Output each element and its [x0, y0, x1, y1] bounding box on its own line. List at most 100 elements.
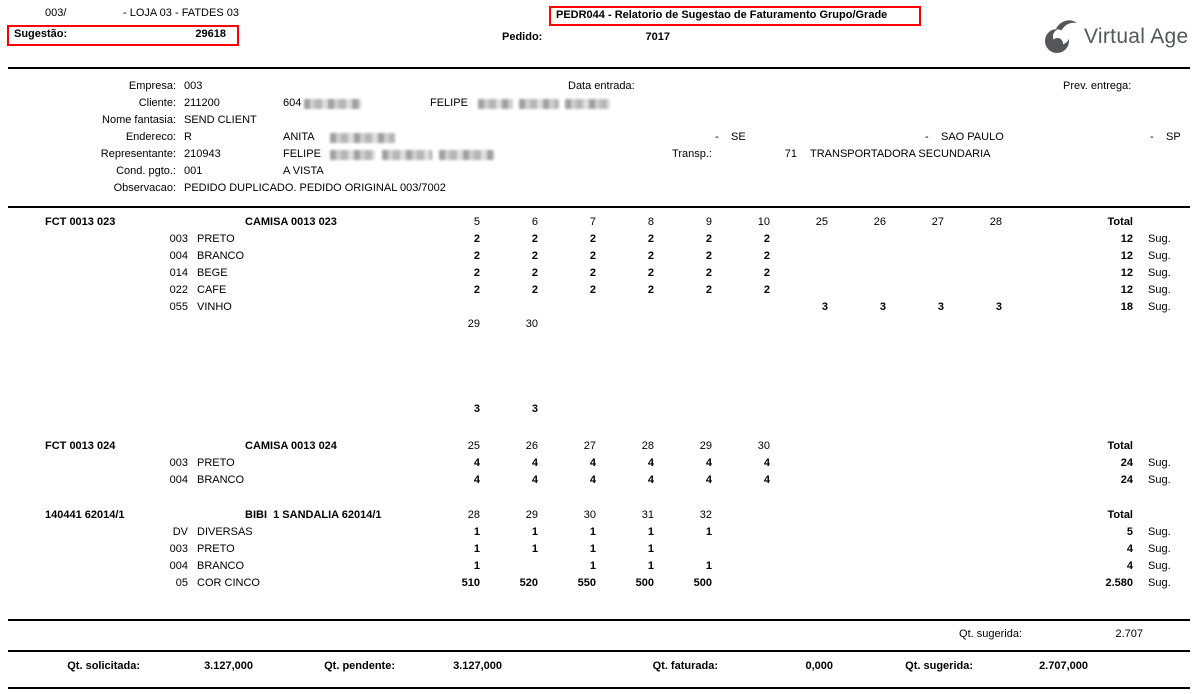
size-header: 31	[641, 509, 654, 521]
color-name: CAFE	[197, 284, 227, 296]
size-header: 9	[705, 216, 712, 228]
qty-cell: 4	[531, 474, 538, 486]
qty-cell: 2	[763, 233, 770, 245]
color-name: BEGE	[197, 267, 228, 279]
qty-cell: 1	[473, 560, 480, 572]
redacted-text	[304, 99, 361, 109]
color-code: 004	[169, 474, 188, 486]
qt-sugerida-total-label: Qt. sugerida:	[905, 660, 973, 672]
value-cond-pgto-codigo: 001	[184, 165, 203, 177]
color-name: VINHO	[197, 301, 232, 313]
divider-summary-top	[8, 619, 1190, 621]
size-header: 25	[815, 216, 828, 228]
size-header: 26	[873, 216, 886, 228]
sug-label: Sug.	[1148, 543, 1171, 555]
divider-top	[8, 67, 1190, 69]
qty-cell: 2	[473, 233, 480, 245]
sug-label: Sug.	[1148, 457, 1171, 469]
row-total: 12	[1120, 250, 1133, 262]
product-code: FCT 0013 024	[45, 440, 116, 452]
qty-cell: 4	[589, 457, 596, 469]
color-code: 004	[169, 560, 188, 572]
size-header: 7	[589, 216, 596, 228]
virtualage-logo: Virtual Age	[1042, 14, 1194, 58]
sep-uf: -	[1150, 131, 1154, 143]
row-total: 12	[1120, 233, 1133, 245]
redacted-text	[519, 99, 559, 109]
row-total: 5	[1126, 526, 1133, 538]
qty-cell: 2	[647, 250, 654, 262]
product-description: CAMISA 0013 023	[245, 216, 337, 228]
sug-label: Sug.	[1148, 233, 1171, 245]
qty-cell: 2	[531, 267, 538, 279]
qt-faturada-value: 0,000	[805, 660, 833, 672]
qty-cell: 1	[647, 526, 654, 538]
label-observacao: Observacao:	[113, 182, 176, 194]
pedido-label: Pedido:	[502, 31, 543, 43]
divider-summary-bottom	[8, 650, 1190, 652]
qty-cell: 4	[473, 457, 480, 469]
product-code: FCT 0013 023	[45, 216, 116, 228]
color-code: 014	[169, 267, 188, 279]
size-header: 28	[989, 216, 1002, 228]
value-endereco-tipo: R	[184, 131, 192, 143]
sug-label: Sug.	[1148, 526, 1171, 538]
color-code: DV	[172, 526, 188, 538]
qty-cell: 1	[647, 560, 654, 572]
row-total: 4	[1126, 560, 1133, 572]
row-total: 24	[1120, 457, 1133, 469]
qty-cell: 4	[763, 474, 770, 486]
value-transp-nome: TRANSPORTADORA SECUNDARIA	[810, 148, 991, 160]
label-empresa: Empresa:	[128, 80, 176, 92]
value-cliente-codigo: 211200	[184, 97, 220, 109]
total-header: Total	[1107, 509, 1133, 521]
qt-pendente-label: Qt. pendente:	[324, 660, 395, 672]
qty-cell: 2	[763, 267, 770, 279]
qt-pendente-value: 3.127,000	[453, 660, 502, 672]
divider-header	[8, 206, 1190, 208]
total-header: Total	[1107, 216, 1133, 228]
qt-solicitada-label: Qt. solicitada:	[67, 660, 140, 672]
value-cliente-codigo2: 604	[283, 97, 302, 109]
sug-label: Sug.	[1148, 560, 1171, 572]
qty-cell: 2	[473, 250, 480, 262]
product-description: CAMISA 0013 024	[245, 440, 337, 452]
value-representante-nome: FELIPE	[283, 148, 321, 160]
qty-cell: 1	[531, 526, 538, 538]
color-code: 05	[175, 577, 188, 589]
color-name: DIVERSAS	[197, 526, 253, 538]
continuation-size-header: 30	[525, 318, 538, 330]
label-data-entrada: Data entrada:	[568, 80, 635, 92]
qty-cell: 2	[763, 284, 770, 296]
size-header: 32	[699, 509, 712, 521]
value-endereco-rua: ANITA	[283, 131, 315, 143]
continuation-qty-cell: 3	[473, 403, 480, 415]
size-header: 27	[931, 216, 944, 228]
color-name: BRANCO	[197, 250, 245, 262]
color-code: 003	[169, 543, 188, 555]
qt-faturada-label: Qt. faturada:	[652, 660, 718, 672]
qty-cell: 1	[589, 560, 596, 572]
qty-cell: 2	[705, 250, 712, 262]
virtualage-logo-text: Virtual Age	[1084, 25, 1189, 48]
value-empresa: 003	[184, 80, 203, 92]
color-name: COR CINCO	[197, 577, 260, 589]
size-header: 26	[525, 440, 538, 452]
qty-cell: 2	[531, 233, 538, 245]
size-header: 5	[473, 216, 480, 228]
row-total: 18	[1120, 301, 1133, 313]
row-total: 4	[1126, 543, 1133, 555]
value-bairro: SE	[731, 131, 746, 143]
qty-cell: 4	[531, 457, 538, 469]
sugestao-label: Sugestão:	[14, 28, 68, 40]
row-total: 12	[1120, 284, 1133, 296]
label-transp: Transp.:	[672, 148, 712, 160]
sug-label: Sug.	[1148, 577, 1171, 589]
value-uf: SP	[1166, 131, 1181, 143]
report-title: PEDR044 - Relatorio de Sugestao de Fatur…	[556, 9, 888, 21]
qty-cell: 2	[589, 233, 596, 245]
qty-cell: 1	[647, 543, 654, 555]
color-name: BRANCO	[197, 560, 245, 572]
label-prev-entrega: Prev. entrega:	[1063, 80, 1132, 92]
qty-cell: 2	[647, 267, 654, 279]
